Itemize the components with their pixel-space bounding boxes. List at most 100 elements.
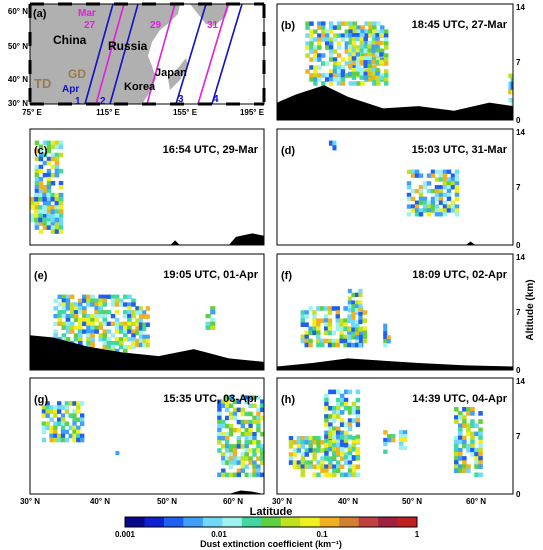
dust-cell <box>248 460 253 465</box>
dust-cell <box>355 434 361 440</box>
dust-cell <box>354 335 359 340</box>
dust-cell <box>332 446 337 452</box>
colorbar-swatch <box>125 517 145 527</box>
dust-cell <box>210 310 216 315</box>
dust-cell <box>106 344 112 350</box>
dust-cell <box>335 318 340 323</box>
dust-cell <box>256 456 261 461</box>
dust-cell <box>347 389 353 395</box>
dust-cell <box>379 52 384 57</box>
lat-tick: 50° N <box>402 497 422 506</box>
dust-cell <box>86 321 91 327</box>
dust-cell <box>50 152 56 158</box>
dust-cell <box>355 60 361 65</box>
dust-cell <box>46 189 52 194</box>
dust-cell <box>90 344 95 350</box>
dust-cell <box>106 341 112 346</box>
dust-cell <box>76 409 81 414</box>
dust-cell <box>50 196 56 202</box>
dust-cell <box>324 37 330 42</box>
dust-cell <box>510 73 514 79</box>
dust-cell <box>332 472 337 478</box>
dust-cell <box>336 65 342 70</box>
dust-cell <box>344 73 350 78</box>
dust-cell <box>244 419 249 425</box>
dust-cell <box>90 313 95 319</box>
dust-cell <box>454 173 460 178</box>
dust-cell <box>379 75 384 80</box>
dust-cell <box>324 438 329 444</box>
dust-cell <box>38 184 44 190</box>
dust-cell <box>77 325 83 330</box>
dust-cell <box>288 440 294 445</box>
dust-cell <box>324 422 329 427</box>
dust-cell <box>313 65 318 70</box>
dust-cell <box>336 426 341 432</box>
dust-cell <box>123 302 128 307</box>
dust-cell <box>368 77 373 82</box>
dust-cell <box>38 144 44 150</box>
dust-cell <box>312 314 317 319</box>
track-4: 4 <box>213 94 219 105</box>
dust-cell <box>42 225 48 230</box>
curtain-panel: (g) 15:35 UTC, 03-Apr <box>29 377 265 495</box>
dust-cell <box>336 389 341 395</box>
dust-cell <box>305 21 310 26</box>
dust-cell <box>142 322 147 327</box>
dust-cell <box>328 422 333 427</box>
dust-cell <box>344 41 350 46</box>
dust-cell <box>79 421 85 427</box>
dust-cell <box>49 437 54 443</box>
dust-cell <box>296 444 302 449</box>
dust-cell <box>205 325 211 330</box>
dust-cell <box>438 212 444 217</box>
dust-cell <box>347 56 353 61</box>
dust-cell <box>328 405 333 411</box>
dust-cell <box>98 306 104 311</box>
dust-cell <box>79 401 85 406</box>
dust-cell <box>98 321 104 327</box>
dust-cell <box>383 441 388 447</box>
dust-cell <box>371 71 376 77</box>
dust-cell <box>418 208 424 213</box>
dust-cell <box>406 196 412 202</box>
dust-cell <box>351 330 356 336</box>
dust-cell <box>34 156 40 162</box>
dust-cell <box>383 323 388 328</box>
dust-cell <box>248 427 253 433</box>
dust-cell <box>339 440 345 445</box>
colorbar-tick: 0.1 <box>316 530 328 539</box>
dust-cell <box>364 53 369 58</box>
dust-cell <box>434 204 440 209</box>
dust-cell <box>351 300 356 305</box>
dust-cell <box>61 298 67 303</box>
dust-cell <box>312 440 317 445</box>
dust-cell <box>321 61 326 66</box>
dust-cell <box>127 321 132 327</box>
dust-cell <box>127 310 132 315</box>
dust-cell <box>332 389 337 395</box>
dust-cell <box>355 418 361 423</box>
dust-cell <box>46 140 52 146</box>
dust-cell <box>131 333 136 338</box>
dust-cell <box>138 314 143 319</box>
dust-cell <box>383 327 388 332</box>
dust-cell <box>308 444 313 449</box>
place-td: TD <box>34 76 51 91</box>
dust-cell <box>359 33 365 38</box>
dust-cell <box>34 205 40 210</box>
dust-cell <box>367 71 372 77</box>
dust-cell <box>317 41 322 46</box>
dust-cell <box>332 430 337 436</box>
dust-cell <box>57 313 63 319</box>
dust-cell <box>77 310 83 315</box>
altitude-axis-label: Altitude (km) <box>525 279 536 340</box>
dust-cell <box>347 300 352 305</box>
dust-cell <box>358 312 363 317</box>
dust-cell <box>90 337 95 342</box>
dust-cell <box>340 21 346 26</box>
month-apr: Apr <box>62 84 79 95</box>
dust-cell <box>228 431 234 437</box>
dust-cell <box>340 69 346 74</box>
dust-cell <box>328 442 333 448</box>
